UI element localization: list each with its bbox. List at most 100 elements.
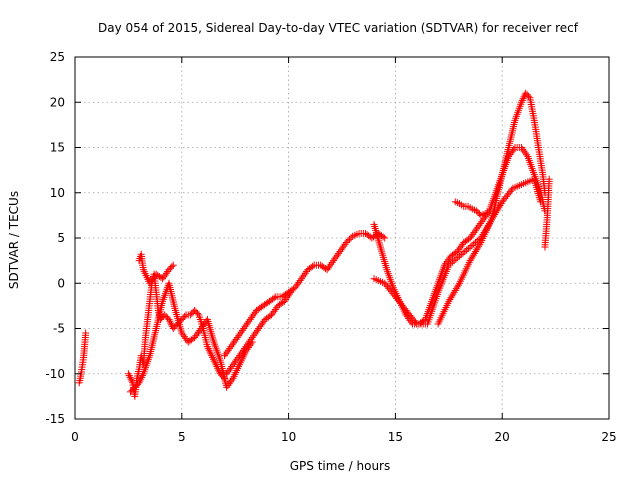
data-point — [160, 273, 168, 281]
data-point — [235, 352, 243, 360]
y-tick-label: 20 — [50, 95, 65, 109]
data-point — [475, 242, 483, 250]
data-point — [126, 373, 134, 381]
data-point — [345, 235, 353, 243]
data-point — [448, 292, 456, 300]
data-point — [284, 292, 292, 300]
data-point — [200, 321, 208, 329]
data-point — [209, 353, 217, 361]
data-point — [192, 332, 200, 340]
data-point — [270, 294, 278, 302]
data-point — [206, 348, 214, 356]
data-point — [337, 246, 345, 254]
data-point — [244, 319, 252, 327]
data-point — [194, 328, 202, 336]
data-point — [179, 331, 187, 339]
data-point — [246, 315, 254, 323]
data-point — [270, 307, 278, 315]
data-point — [469, 230, 477, 238]
data-point — [454, 254, 462, 262]
data-point — [129, 385, 137, 393]
data-point — [243, 341, 251, 349]
data-point — [165, 315, 173, 323]
data-point — [248, 334, 256, 342]
data-point — [197, 325, 205, 332]
data-point — [457, 242, 465, 250]
data-point — [292, 282, 300, 290]
y-tick-label: 15 — [50, 141, 65, 155]
data-point — [342, 239, 350, 247]
data-point — [204, 344, 212, 352]
data-point — [279, 298, 287, 306]
data-point — [207, 350, 215, 358]
data-point — [496, 201, 504, 209]
chart-title: Day 054 of 2015, Sidereal Day-to-day VTE… — [98, 21, 579, 35]
data-point — [466, 243, 474, 251]
data-point — [246, 337, 254, 345]
data-point — [148, 276, 156, 284]
data-point — [205, 346, 213, 354]
data-point — [341, 240, 349, 248]
data-point — [137, 375, 145, 383]
data-point — [166, 317, 174, 325]
data-point — [228, 376, 236, 384]
data-point — [455, 246, 463, 254]
data-point — [466, 234, 474, 242]
data-point — [457, 251, 465, 259]
data-point — [196, 326, 204, 334]
data-point — [222, 350, 230, 358]
data-point — [125, 372, 133, 380]
data-point — [233, 334, 241, 342]
data-point — [344, 237, 352, 245]
data-point — [467, 232, 475, 240]
data-point — [381, 234, 389, 242]
data-point — [468, 253, 476, 261]
data-point — [189, 335, 197, 343]
data-point — [135, 379, 143, 387]
data-point — [324, 264, 332, 272]
data-point — [138, 373, 146, 381]
data-point — [178, 329, 186, 337]
data-point — [186, 311, 194, 319]
data-point — [82, 329, 90, 337]
data-point — [338, 244, 346, 252]
y-tick-label: -15 — [45, 412, 65, 426]
data-point — [456, 244, 464, 252]
data-point — [182, 334, 190, 342]
data-point — [455, 252, 463, 260]
data-point — [256, 323, 264, 331]
data-point — [508, 147, 516, 155]
data-point — [210, 357, 218, 365]
data-point — [251, 330, 259, 338]
data-point — [257, 321, 265, 329]
data-point — [295, 278, 303, 286]
data-point — [328, 258, 336, 266]
data-point — [464, 245, 472, 253]
data-point — [474, 208, 482, 216]
data-point — [297, 275, 305, 283]
data-point — [138, 372, 146, 380]
data-point — [476, 240, 484, 248]
data-point — [157, 274, 165, 282]
x-axis-label: GPS time / hours — [290, 459, 391, 473]
data-point — [255, 325, 263, 332]
data-point — [309, 262, 317, 270]
data-point — [268, 311, 276, 319]
data-point — [225, 380, 233, 388]
data-point — [242, 321, 250, 329]
data-point — [228, 363, 236, 371]
data-point — [347, 234, 355, 242]
grid-lines — [75, 57, 609, 419]
data-point — [473, 225, 481, 233]
data-point — [333, 251, 341, 259]
data-point — [193, 309, 201, 317]
data-point — [223, 383, 231, 391]
data-point — [181, 312, 189, 320]
data-point — [124, 370, 132, 378]
data-point — [283, 294, 291, 302]
data-point — [522, 89, 530, 97]
data-point — [523, 91, 531, 99]
data-point — [127, 388, 135, 396]
data-point — [227, 343, 235, 351]
